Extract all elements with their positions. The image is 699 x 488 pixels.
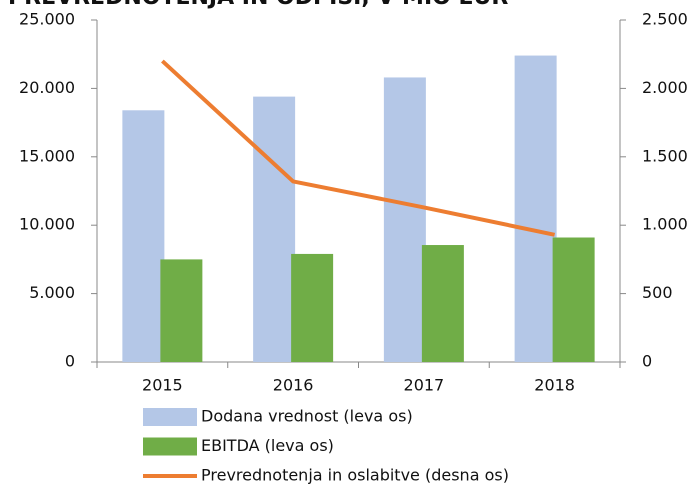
legend-label: Prevrednotenja in oslabitve (desna os) [201, 466, 509, 485]
bar [291, 253, 334, 362]
x-tick-label: 2018 [534, 376, 575, 395]
y2-tick-label: 2.000 [642, 78, 688, 97]
bar [514, 55, 557, 363]
y2-tick-label: 2.500 [642, 10, 688, 29]
bar [253, 96, 296, 362]
y2-tick-label: 1.500 [642, 146, 688, 165]
x-tick-label: 2015 [142, 376, 183, 395]
y2-tick-label: 0 [642, 352, 652, 371]
y-tick-label: 0 [65, 352, 75, 371]
x-tick-label: 2017 [404, 376, 445, 395]
y-tick-label: 10.000 [19, 215, 75, 234]
legend-swatch [143, 408, 197, 426]
legend-label: Dodana vrednost (leva os) [201, 407, 413, 426]
y-tick-label: 15.000 [19, 146, 75, 165]
bar [421, 245, 464, 362]
y-tick-label: 20.000 [19, 78, 75, 97]
line [161, 59, 556, 237]
chart-title: PREVREDNOTENJA IN ODPISI, V MIO EUR [8, 0, 508, 10]
y-tick-label: 25.000 [19, 10, 75, 29]
x-tick-label: 2016 [273, 376, 314, 395]
bar [552, 237, 595, 362]
bar [383, 77, 426, 363]
y2-tick-label: 500 [642, 283, 673, 302]
legend-label: EBITDA (leva os) [201, 436, 334, 455]
y-tick-label: 5.000 [29, 283, 75, 302]
bar [160, 259, 203, 362]
y2-tick-label: 1.000 [642, 215, 688, 234]
bar [122, 110, 165, 363]
legend-swatch [143, 437, 197, 456]
